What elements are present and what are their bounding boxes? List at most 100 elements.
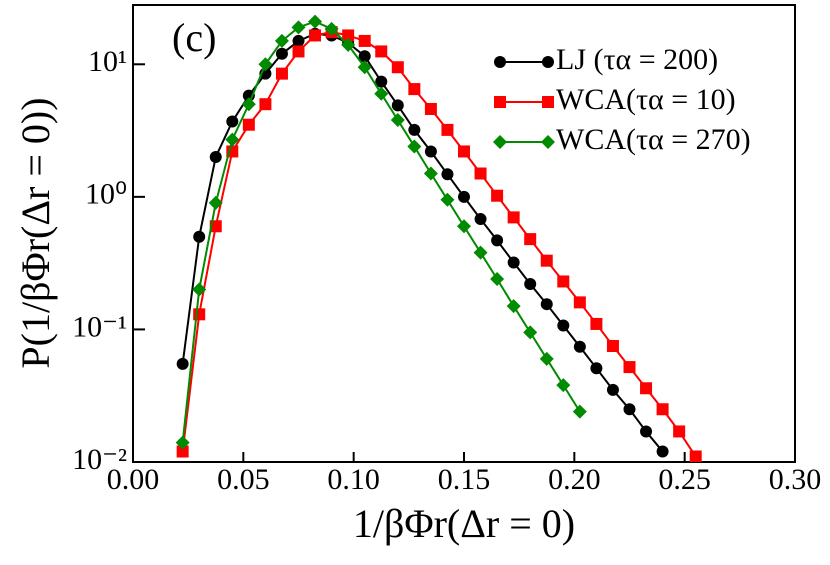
- marker: [473, 245, 488, 260]
- x-tick-label: 0.15: [438, 463, 491, 496]
- marker: [540, 254, 553, 267]
- marker: [241, 97, 256, 112]
- marker: [507, 256, 520, 269]
- marker: [193, 308, 206, 321]
- marker: [590, 362, 603, 375]
- marker: [490, 272, 505, 287]
- y-tick-label: 10¹: [88, 45, 127, 78]
- marker: [357, 60, 372, 75]
- marker: [192, 282, 207, 297]
- marker: [640, 425, 653, 438]
- marker: [494, 56, 506, 68]
- marker: [458, 190, 470, 203]
- marker: [193, 230, 206, 243]
- marker: [523, 325, 538, 340]
- y-tick-label: 10⁰: [85, 178, 127, 211]
- marker: [556, 378, 571, 393]
- marker: [572, 404, 587, 419]
- marker: [342, 29, 355, 42]
- marker: [176, 445, 189, 458]
- x-tick-label: 0.30: [769, 463, 822, 496]
- marker: [441, 168, 454, 181]
- marker: [457, 219, 471, 234]
- marker: [423, 166, 438, 181]
- marker: [557, 275, 570, 288]
- marker: [176, 357, 189, 370]
- marker: [573, 340, 586, 353]
- marker: [275, 47, 288, 60]
- x-axis-label: 1/βΦr(Δr = 0): [353, 501, 575, 546]
- marker: [440, 192, 455, 207]
- y-tick-label: 10⁻¹: [72, 310, 127, 343]
- x-tick-label: 0.20: [548, 463, 601, 496]
- marker: [606, 383, 619, 396]
- marker: [424, 102, 437, 115]
- marker: [557, 319, 570, 332]
- marker: [259, 98, 272, 111]
- marker: [358, 34, 371, 47]
- marker: [292, 34, 305, 47]
- marker: [542, 96, 554, 108]
- x-tick-label: 0.25: [658, 463, 711, 496]
- legend-label: WCA(τα = 270): [556, 123, 751, 156]
- marker: [689, 450, 702, 462]
- y-axis-label: P(1/βΦr(Δr = 0)): [13, 97, 58, 368]
- marker: [408, 83, 421, 96]
- marker: [274, 33, 289, 48]
- marker: [308, 14, 323, 29]
- marker: [623, 403, 636, 416]
- y-tick-label: 10⁻²: [72, 443, 127, 476]
- marker: [225, 132, 240, 147]
- marker: [358, 50, 371, 63]
- marker: [507, 211, 520, 224]
- x-tick-label: 0.10: [327, 463, 380, 496]
- marker: [275, 67, 288, 80]
- marker: [493, 135, 507, 149]
- marker: [391, 99, 404, 112]
- marker: [506, 299, 521, 314]
- marker: [656, 403, 669, 416]
- marker: [539, 351, 554, 366]
- marker: [375, 45, 388, 58]
- marker: [491, 234, 504, 247]
- marker: [324, 21, 339, 36]
- marker: [292, 45, 305, 58]
- marker: [407, 139, 422, 154]
- panel-label: (c): [172, 15, 216, 60]
- marker: [491, 189, 504, 202]
- marker: [474, 167, 487, 180]
- marker: [408, 123, 421, 136]
- marker: [541, 135, 555, 149]
- marker: [542, 56, 554, 68]
- marker: [458, 145, 470, 158]
- marker: [242, 118, 255, 131]
- marker: [524, 278, 537, 291]
- marker: [524, 233, 537, 246]
- marker: [590, 317, 603, 330]
- marker: [573, 296, 586, 309]
- marker: [175, 435, 190, 450]
- marker: [623, 361, 636, 374]
- marker: [374, 86, 389, 101]
- marker: [208, 195, 223, 210]
- marker: [424, 145, 437, 158]
- plot-area: [175, 14, 702, 462]
- marker: [673, 425, 686, 438]
- marker: [258, 57, 273, 72]
- x-tick-label: 0.00: [107, 463, 160, 496]
- legend-label: LJ (τα = 200): [556, 43, 718, 76]
- marker: [540, 298, 553, 311]
- marker: [391, 61, 404, 74]
- x-tick-label: 0.05: [217, 463, 270, 496]
- marker: [291, 20, 306, 35]
- marker: [606, 339, 619, 352]
- marker: [441, 123, 454, 136]
- marker: [209, 150, 222, 163]
- marker: [226, 115, 239, 128]
- marker: [309, 29, 322, 42]
- legend-label: WCA(τα = 10): [556, 83, 736, 116]
- marker: [640, 382, 653, 395]
- marker: [494, 96, 506, 108]
- marker: [375, 75, 388, 88]
